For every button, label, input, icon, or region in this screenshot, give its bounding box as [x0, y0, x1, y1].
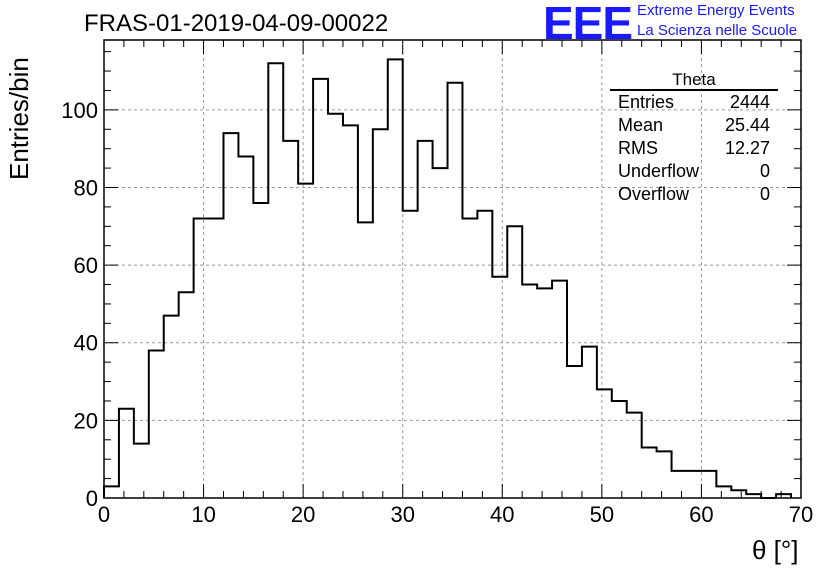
stats-value: 25.44: [724, 115, 770, 135]
x-tick-labels: 0 10 20 30 40 50 60 70: [98, 502, 813, 527]
x-tick-label: 70: [789, 502, 813, 527]
y-tick-labels: 0 20 40 60 80 100: [61, 98, 98, 511]
x-tick-label: 0: [98, 502, 110, 527]
x-tick-label: 50: [590, 502, 614, 527]
x-axis-label: θ [°]: [752, 535, 799, 565]
y-tick-label: 60: [74, 253, 98, 278]
stats-row-mean: Mean 25.44: [610, 114, 778, 137]
x-tick-label: 30: [390, 502, 414, 527]
x-tick-label: 60: [689, 502, 713, 527]
stats-value: 0: [759, 184, 770, 204]
stats-value: 12.27: [724, 138, 770, 158]
stats-row-underflow: Underflow 0: [610, 160, 778, 183]
axes: [103, 39, 802, 499]
y-tick-label: 20: [74, 408, 98, 433]
logo-caption-line2: La Scienza nelle Scuole: [637, 22, 798, 39]
stats-title: Theta: [610, 70, 778, 91]
grid-lines: [104, 40, 801, 498]
y-axis-label: Entries/bin: [4, 57, 34, 180]
y-tick-label: 40: [74, 331, 98, 356]
plot-frame: [103, 39, 802, 499]
histogram-series: [103, 58, 793, 499]
stats-value: 2444: [729, 92, 770, 112]
eee-logo: EEE: [543, 0, 633, 49]
x-tick-label: 10: [191, 502, 215, 527]
stats-label: Underflow: [618, 161, 700, 181]
stats-row-overflow: Overflow 0: [610, 183, 778, 206]
stats-row-rms: RMS 12.27: [610, 137, 778, 160]
stats-label: Entries: [618, 92, 675, 112]
y-tick-label: 100: [61, 98, 98, 123]
stats-label: Overflow: [618, 184, 690, 204]
stats-label: RMS: [618, 138, 658, 158]
y-tick-label: 0: [86, 486, 98, 511]
x-tick-label: 20: [291, 502, 315, 527]
plot-title: FRAS-01-2019-04-09-00022: [84, 10, 389, 37]
x-tick-label: 40: [490, 502, 514, 527]
logo-caption-line1: Extreme Energy Events: [637, 2, 795, 19]
stats-value: 0: [759, 161, 770, 181]
stats-box: Theta Entries 2444 Mean 25.44 RMS 12.27 …: [610, 70, 778, 206]
stats-label: Mean: [618, 115, 664, 135]
y-tick-label: 80: [74, 175, 98, 200]
stats-row-entries: Entries 2444: [610, 91, 778, 114]
